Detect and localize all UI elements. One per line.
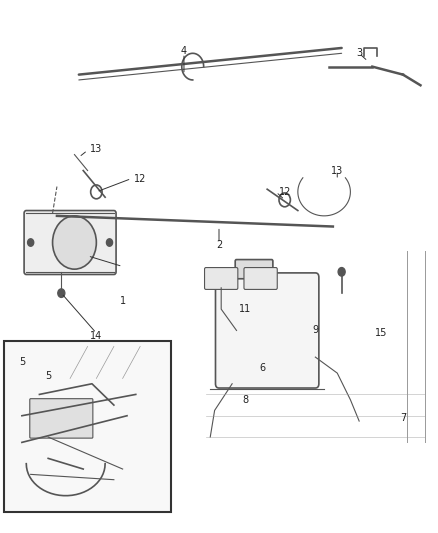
Circle shape [58,289,65,297]
Text: 13: 13 [331,166,343,175]
Text: 2: 2 [216,240,222,250]
Circle shape [53,216,96,269]
FancyBboxPatch shape [24,211,116,274]
Text: 12: 12 [279,187,291,197]
Text: 4: 4 [181,46,187,55]
FancyBboxPatch shape [244,268,277,289]
FancyBboxPatch shape [205,268,238,289]
Text: 15: 15 [375,328,387,338]
Text: 5: 5 [19,358,25,367]
FancyBboxPatch shape [235,260,273,279]
Circle shape [338,268,345,276]
FancyBboxPatch shape [30,399,93,438]
Text: 7: 7 [400,414,406,423]
FancyBboxPatch shape [215,273,319,388]
Text: 5: 5 [45,371,51,381]
Text: 9: 9 [312,326,318,335]
Bar [4,341,171,512]
Text: 11: 11 [239,304,251,314]
Text: 1: 1 [120,296,126,306]
Text: 12: 12 [134,174,146,183]
Text: 8: 8 [242,395,248,405]
Circle shape [106,239,113,246]
Text: 13: 13 [90,144,102,154]
Text: 6: 6 [260,363,266,373]
Circle shape [28,239,34,246]
Text: 14: 14 [90,331,102,341]
Text: 3: 3 [356,49,362,58]
